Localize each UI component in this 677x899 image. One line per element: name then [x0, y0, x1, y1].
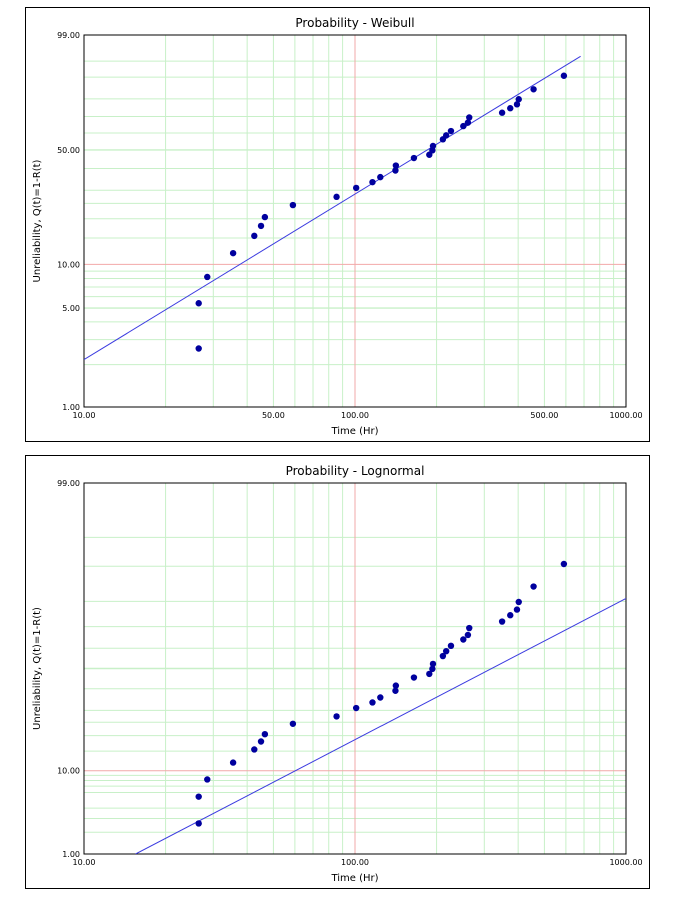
x-axis-label: Time (Hr) [330, 873, 378, 884]
data-point [392, 162, 400, 169]
data-point [498, 618, 506, 625]
data-point [369, 178, 376, 186]
data-point [498, 109, 506, 116]
data-point [369, 699, 376, 706]
data-point [377, 173, 384, 181]
data-point [392, 687, 399, 694]
y-axis-label: Unreliability, Q(t)=1-R(t) [32, 607, 43, 730]
x-tick-label: 10.00 [73, 858, 96, 867]
data-point [257, 738, 265, 745]
data-point [447, 642, 455, 650]
data-point [229, 759, 237, 766]
weibull-probability-panel: Probability - Weibull 10.00 50.00 100.00 500… [25, 7, 650, 442]
y-tick-label: 1.00 [62, 850, 80, 859]
data-point [560, 560, 568, 568]
x-axis-label: Time (Hr) [330, 426, 378, 437]
data-point [410, 154, 418, 162]
lognormal-probability-chart: Probability - Lognormal 10.00 100.00 1000.0… [32, 464, 643, 884]
data-point [426, 670, 433, 678]
data-point [442, 647, 450, 655]
x-tick-label: 100.00 [341, 858, 369, 867]
data-point [530, 86, 537, 93]
data-point [447, 127, 455, 135]
y-tick-label: 5.00 [62, 304, 80, 313]
data-point [352, 184, 360, 192]
data-point [333, 713, 340, 720]
data-point [439, 652, 447, 660]
plot-frame [83, 482, 627, 855]
data-point [466, 114, 473, 121]
fit-line [84, 55, 581, 361]
data-point [195, 820, 202, 827]
data-point [560, 72, 568, 79]
x-tick-label: 500.00 [530, 411, 558, 420]
y-axis-label: Unreliability, Q(t)=1-R(t) [32, 159, 43, 282]
data-point [289, 720, 297, 727]
data-point [261, 730, 269, 738]
data-point [429, 660, 437, 668]
data-point [251, 746, 258, 753]
data-point [429, 142, 437, 150]
data-point [229, 249, 237, 257]
data-point [507, 105, 514, 112]
data-point [464, 631, 472, 639]
x-tick-label: 1000.00 [609, 411, 642, 420]
data-point [392, 167, 399, 174]
data-point [442, 132, 450, 139]
data-point [289, 201, 297, 209]
data-point [195, 793, 202, 800]
data-point [460, 122, 467, 130]
y-tick-label: 10.00 [57, 260, 80, 269]
data-point [204, 776, 211, 783]
data-point [251, 232, 258, 240]
data-point [257, 222, 265, 230]
data-point [195, 345, 202, 352]
x-tick-label: 10.00 [73, 411, 96, 420]
data-point [377, 694, 384, 701]
data-point [410, 674, 418, 681]
data-point [464, 119, 472, 126]
chart-title: Probability - Weibull [295, 16, 414, 30]
y-tick-label: 99.00 [57, 31, 80, 40]
data-point [513, 101, 521, 108]
data-point [466, 624, 473, 632]
y-tick-label: 99.00 [57, 479, 80, 488]
chart-title: Probability - Lognormal [286, 464, 425, 478]
y-tick-label: 10.00 [57, 767, 80, 776]
x-tick-label: 1000.00 [609, 858, 642, 867]
data-point [195, 300, 202, 307]
fit-line [135, 598, 626, 854]
data-point [513, 606, 521, 613]
plot-frame [83, 34, 627, 408]
y-tick-label: 50.00 [57, 146, 80, 155]
weibull-probability-chart: Probability - Weibull 10.00 50.00 100.00 500… [32, 16, 643, 437]
data-point [426, 151, 433, 158]
x-tick-label: 100.00 [341, 411, 369, 420]
data-point [515, 96, 522, 103]
data-point [392, 682, 400, 689]
data-point [261, 213, 269, 221]
data-point [352, 704, 360, 712]
data-point [515, 598, 522, 606]
data-point [507, 612, 514, 619]
x-tick-label: 50.00 [262, 411, 285, 420]
y-tick-label: 1.00 [62, 403, 80, 412]
data-point [429, 665, 436, 673]
data-point [204, 273, 211, 281]
data-point [333, 193, 340, 201]
data-point [460, 636, 467, 643]
data-point [530, 583, 537, 590]
lognormal-probability-panel: Probability - Lognormal 10.00 100.00 1000.0… [25, 455, 650, 889]
